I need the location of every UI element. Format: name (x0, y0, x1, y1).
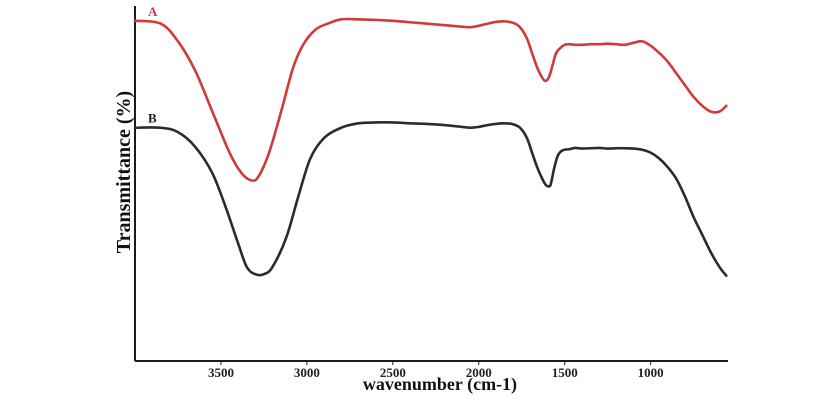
x-tick-label-3000: 3000 (294, 365, 320, 380)
x-axis-label: wavenumber (cm-1) (363, 374, 517, 395)
series-line-A (133, 17, 728, 182)
x-axis-ticks: 3500 3000 2500 2000 1500 1000 (208, 361, 664, 380)
x-tick-label-3500: 3500 (208, 365, 234, 380)
series-label-B: B (148, 111, 157, 126)
x-tick-label-2000: 2000 (466, 365, 492, 380)
series-labels: AB (148, 4, 158, 126)
x-tick-label-2500: 2500 (380, 365, 406, 380)
x-tick-label-1000: 1000 (638, 365, 664, 380)
plot-frame (134, 6, 728, 362)
series-group (133, 17, 728, 277)
series-label-A: A (148, 4, 158, 19)
series-line-B (133, 121, 728, 277)
x-tick-label-1500: 1500 (552, 365, 578, 380)
y-axis-label: Transmittance (%) (113, 91, 135, 253)
